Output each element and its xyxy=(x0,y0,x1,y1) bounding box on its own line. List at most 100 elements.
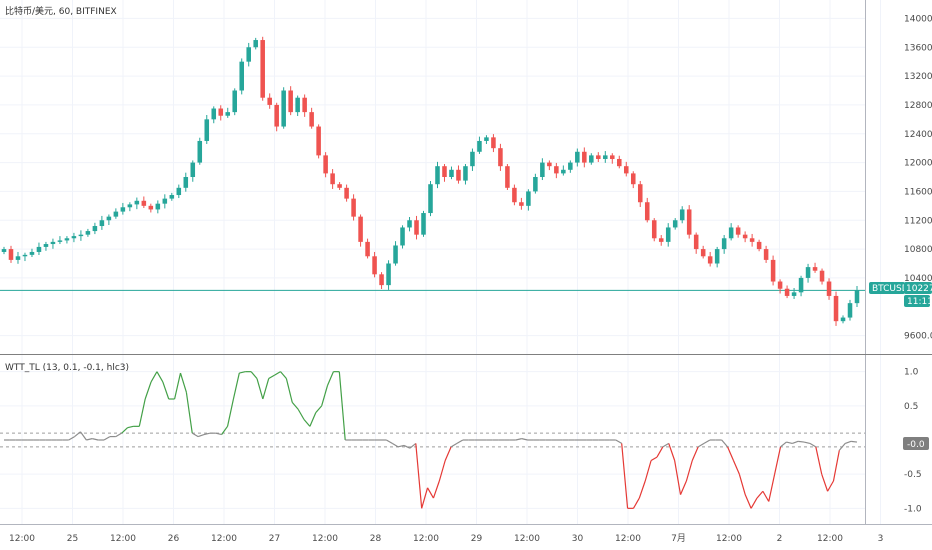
candle-body xyxy=(29,251,35,255)
indicator-value-badge: -0.0 xyxy=(903,437,929,450)
candle-body xyxy=(260,40,265,98)
candle-body xyxy=(92,226,98,232)
candle-body xyxy=(596,155,601,159)
candle-body xyxy=(295,97,300,113)
candle-body xyxy=(78,234,84,237)
indicator-line-segment xyxy=(703,439,711,444)
indicator-line-segment xyxy=(262,378,270,400)
candle-body xyxy=(610,155,615,159)
candle-body xyxy=(1,249,7,252)
price-badge-symbol: BTCUSD xyxy=(872,284,909,294)
candle-body xyxy=(323,155,328,174)
candle-body xyxy=(484,137,489,141)
candle-body xyxy=(309,112,314,127)
candle-body xyxy=(281,90,286,127)
candle-body xyxy=(721,238,727,250)
indicator-line-segment xyxy=(832,450,840,482)
candle-body xyxy=(819,270,825,282)
indicator-line-segment xyxy=(179,372,187,393)
indicator-line-segment xyxy=(127,425,134,429)
candle-body xyxy=(148,205,154,210)
candle-body xyxy=(421,213,426,235)
y-tick-label: 9600.0 xyxy=(904,332,932,342)
candle-body xyxy=(316,126,321,156)
candle-body xyxy=(554,166,559,174)
indicator-line-segment xyxy=(621,443,629,509)
indicator-line-segment xyxy=(515,438,522,441)
indicator-line-segment xyxy=(685,460,693,482)
x-tick-label: 2 xyxy=(777,534,783,544)
indicator-line-segment xyxy=(786,441,793,445)
indicator-line-segment xyxy=(815,446,823,475)
x-tick-label: 12:00 xyxy=(817,534,843,544)
indicator-line-segment xyxy=(427,487,434,499)
indicator-line-segment xyxy=(321,385,329,406)
candle-body xyxy=(99,220,105,227)
indicator-line-segment xyxy=(185,392,193,434)
x-tick-label: 12:00 xyxy=(312,534,338,544)
candle-body xyxy=(847,303,853,318)
candle-body xyxy=(512,187,517,203)
candle-body xyxy=(36,246,42,252)
candle-body xyxy=(665,227,671,242)
candle-body xyxy=(540,162,545,177)
price-badge-value: 10227.0 xyxy=(906,284,932,294)
indicator-line-segment xyxy=(809,442,817,448)
x-tick-label: 26 xyxy=(168,534,180,544)
indicator-line-segment xyxy=(421,487,429,509)
candle-body xyxy=(526,191,531,206)
x-tick-label: 7月 xyxy=(671,533,686,544)
candle-body xyxy=(218,108,224,116)
candle-body xyxy=(197,140,203,163)
indicator-y-tick-label: -1.0 xyxy=(904,504,922,514)
x-tick-label: 12:00 xyxy=(9,534,35,544)
candle-body xyxy=(714,249,720,264)
candle-body xyxy=(603,155,608,159)
candle-body xyxy=(330,173,335,185)
price-badge: BTCUSD 10227.0 11:11 xyxy=(869,282,932,307)
indicator-line-segment xyxy=(215,432,222,436)
indicator-line-segment xyxy=(732,460,740,475)
indicator-line-segment xyxy=(750,497,758,509)
indicator-y-tick-label: -0.5 xyxy=(904,470,922,480)
candle-body xyxy=(15,256,21,260)
indicator-line-segment xyxy=(103,436,111,441)
candle-body xyxy=(204,119,210,141)
candle-body xyxy=(547,162,552,167)
indicator-line-segment xyxy=(232,372,240,400)
indicator-title: WTT_TL (13, 0.1, -0.1, hlc3) xyxy=(5,363,129,373)
candle-body xyxy=(393,245,398,264)
indicator-line-segment xyxy=(315,405,323,414)
candle-body xyxy=(826,281,832,296)
y-tick-label: 11600.0 xyxy=(904,187,932,197)
indicator-line-segment xyxy=(738,474,746,495)
candle-body xyxy=(358,216,363,242)
candle-body xyxy=(700,249,706,257)
indicator-line-segment xyxy=(391,442,399,448)
candle-body xyxy=(225,112,231,116)
x-tick-label: 12:00 xyxy=(110,534,136,544)
x-tick-label: 30 xyxy=(572,534,584,544)
candle-body xyxy=(498,148,503,167)
y-tick-label: 11200.0 xyxy=(904,216,932,226)
indicator-line-segment xyxy=(456,439,464,444)
candle-body xyxy=(777,281,783,289)
indicator-line-segment xyxy=(851,440,858,443)
candle-body xyxy=(456,169,461,181)
indicator-line-segment xyxy=(327,371,334,386)
candle-body xyxy=(134,200,140,205)
indicator-line-segment xyxy=(280,371,287,379)
indicator-line-segment xyxy=(679,480,687,495)
y-tick-label: 12000.0 xyxy=(904,159,932,169)
indicator-line-segment xyxy=(668,443,676,461)
x-tick-label: 25 xyxy=(67,534,78,544)
candle-body xyxy=(106,216,112,221)
indicator-line-segment xyxy=(403,444,411,449)
candle-body xyxy=(211,108,217,120)
indicator-line-segment xyxy=(92,438,99,441)
candle-body xyxy=(568,162,573,170)
indicator-y-tick-label: 1.0 xyxy=(904,368,919,378)
candle-body xyxy=(351,198,356,217)
indicator-line-segment xyxy=(68,436,75,441)
